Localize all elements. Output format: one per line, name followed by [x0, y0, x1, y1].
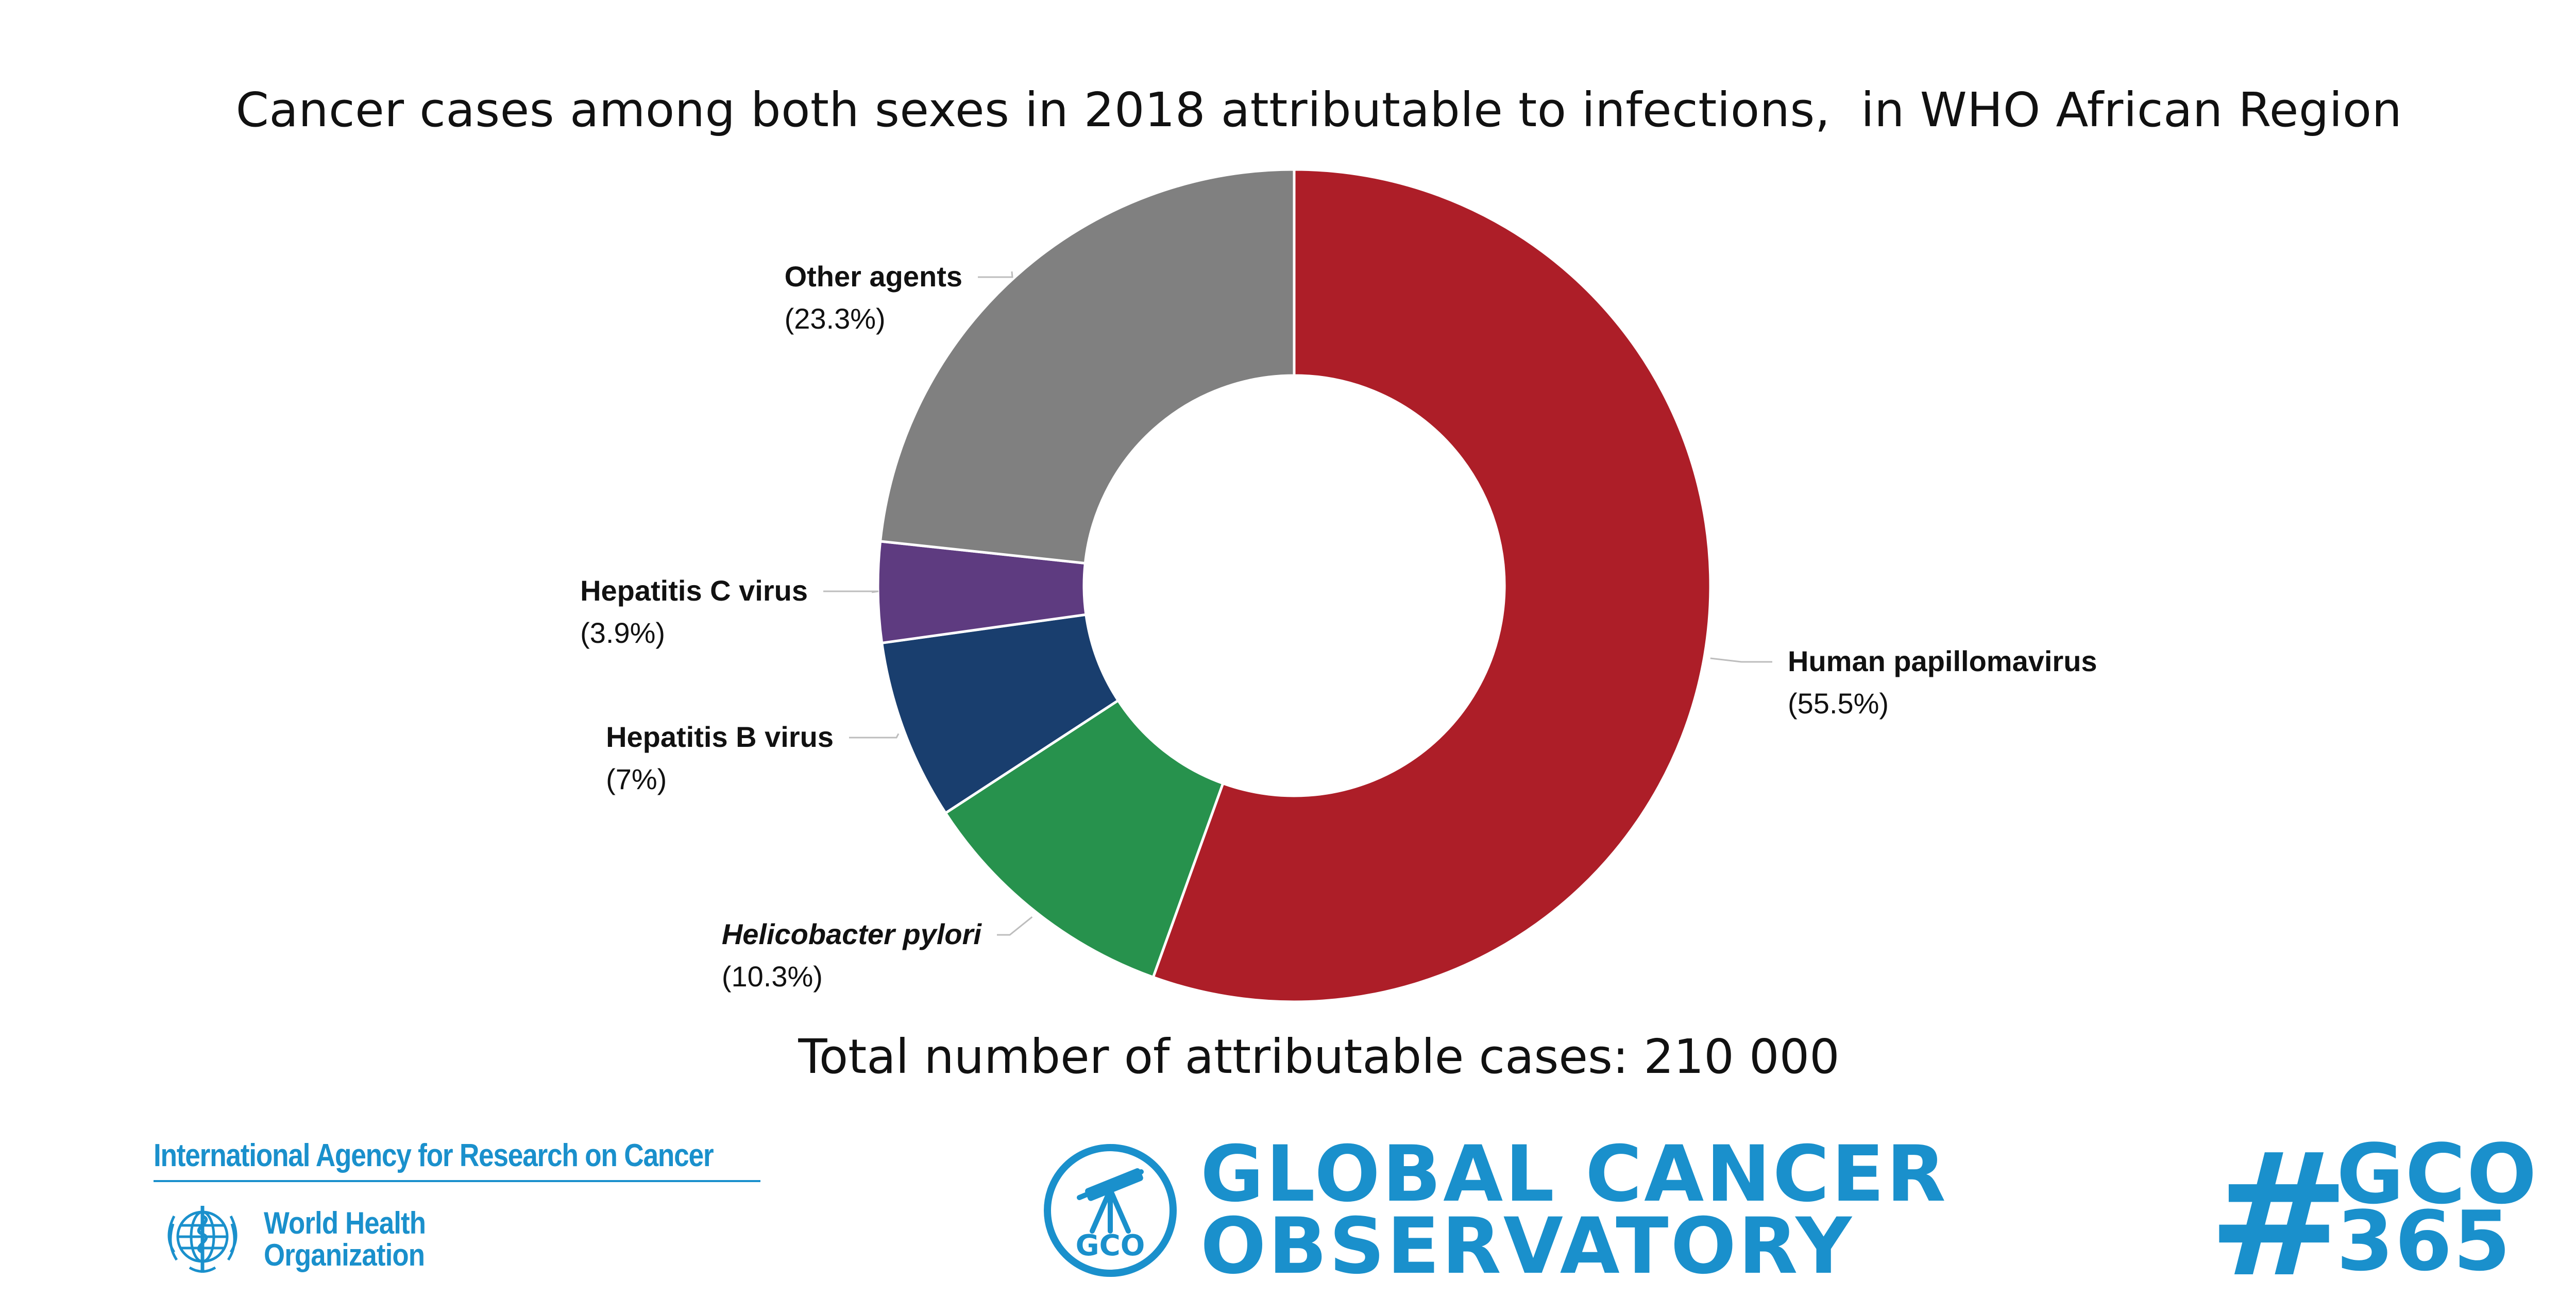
- slice-percentage: (3.9%): [580, 617, 665, 649]
- leader-line: [823, 590, 879, 593]
- hashtag-line2: 365: [2336, 1193, 2512, 1289]
- slice-percentage: (55.5%): [1788, 687, 1889, 720]
- iarc-divider: [154, 1180, 760, 1182]
- leader-line: [997, 916, 1033, 936]
- slice-label: Helicobacter pylori: [722, 918, 982, 950]
- who-name: World Health Organization: [264, 1207, 426, 1271]
- slice-percentage: (23.3%): [785, 302, 886, 335]
- gco-wordmark: GLOBAL CANCER OBSERVATORY: [1200, 1130, 1948, 1291]
- iarc-name: International Agency for Research on Can…: [154, 1138, 714, 1173]
- gco-badge-text: GCO: [1076, 1229, 1145, 1262]
- who-name-line2: Organization: [264, 1238, 425, 1272]
- who-emblem-icon: [167, 1206, 238, 1273]
- slice-percentage: (10.3%): [722, 960, 823, 993]
- slice-label: Hepatitis B virus: [606, 721, 834, 753]
- leader-line: [849, 733, 900, 739]
- who-name-line1: World Health: [264, 1206, 426, 1240]
- slice-label: Hepatitis C virus: [580, 574, 808, 607]
- telescope-badge-icon: GCO: [1044, 1144, 1177, 1277]
- slice-label: Human papillomavirus: [1788, 645, 2097, 677]
- iarc-who-logo: International Agency for Research on Can…: [154, 1137, 772, 1283]
- who-logo: World Health Organization: [154, 1196, 772, 1283]
- slice-percentage: (7%): [606, 763, 667, 795]
- gco-logo: GCO GLOBAL CANCER OBSERVATORY: [1041, 1130, 1948, 1291]
- gco-line2: OBSERVATORY: [1200, 1202, 1854, 1291]
- hashtag-line1: GCO: [2336, 1126, 2538, 1222]
- gco-line1: GLOBAL CANCER: [1200, 1130, 1948, 1219]
- leader-lines: [823, 271, 1772, 936]
- donut-slices: [876, 168, 1712, 1003]
- slice-labels: Human papillomavirus (55.5%) Helicobacter …: [580, 260, 2097, 993]
- slice-human-papillomavirus: [1151, 168, 1712, 1003]
- leader-line: [1710, 657, 1772, 663]
- total-cases-label: Total number of attributable cases: 210 …: [798, 1029, 1840, 1084]
- slice-helicobacter-pylori: [943, 698, 1225, 979]
- slice-hepatitis-b-virus: [880, 613, 1120, 815]
- chart-title: Cancer cases among both sexes in 2018 at…: [235, 82, 2402, 138]
- leader-line: [978, 271, 1013, 278]
- hashtag-symbol: #: [2208, 1117, 2350, 1314]
- slice-label: Other agents: [785, 260, 962, 293]
- slice-other-agents: [878, 168, 1296, 565]
